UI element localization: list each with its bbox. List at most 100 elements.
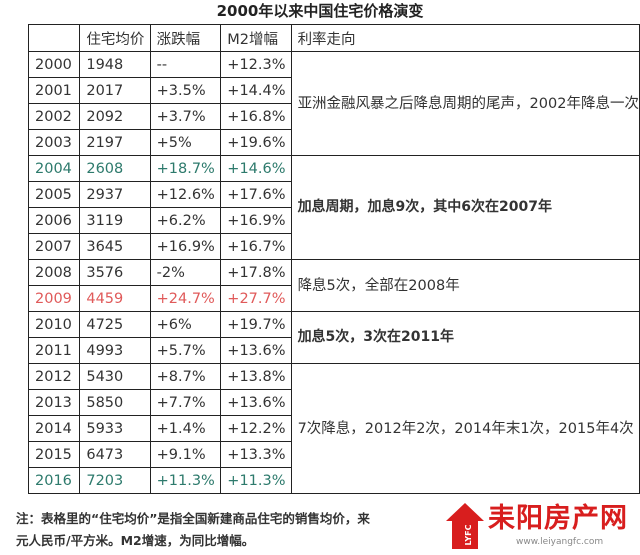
table-title: 2000年以来中国住宅价格演变 — [216, 2, 424, 20]
cell-price: 3645 — [79, 233, 151, 260]
cell-price: 4459 — [79, 285, 151, 312]
cell-rate-note: 亚洲金融风暴之后降息周期的尾声，2002年降息一次 — [290, 51, 640, 156]
house-icon: LYFC — [446, 503, 484, 549]
cell-m2: +17.6% — [220, 181, 292, 208]
cell-change: +24.7% — [149, 285, 222, 312]
cell-change: -2% — [149, 259, 222, 286]
cell-m2: +13.3% — [220, 441, 292, 468]
table-row: 2000 1948 -- +12.3% 亚洲金融风暴之后降息周期的尾声，2002年降息一… — [27, 51, 640, 156]
cell-m2: +19.7% — [220, 311, 292, 338]
table-row: 2011 4993 +5.7% +13.6% — [27, 337, 640, 364]
cell-change: +5% — [149, 129, 222, 156]
header-year — [27, 24, 81, 52]
table-row: 2012 5430 +8.7% +13.8% 7次降息，2012年2次，2014年末1次… — [27, 363, 640, 494]
cell-m2: +13.6% — [220, 337, 292, 364]
cell-change: +3.7% — [149, 103, 222, 130]
cell-year: 2016 — [27, 467, 81, 494]
table-row: 2006 3119 +6.2% +16.9% — [27, 207, 640, 234]
header-price: 住宅均价 — [79, 24, 151, 52]
cell-year: 2010 — [27, 311, 81, 338]
cell-change: +7.7% — [149, 389, 222, 416]
header-change: 涨跌幅 — [149, 24, 222, 52]
table-row: 2005 2937 +12.6% +17.6% — [27, 181, 640, 208]
cell-year: 2000 — [27, 51, 81, 78]
cell-rate-note: 加息5次，3次在2011年 — [290, 311, 640, 364]
cell-change: +6% — [149, 311, 222, 338]
table-row: 2016 7203 +11.3% +11.3% — [27, 467, 640, 494]
cell-price: 2937 — [79, 181, 151, 208]
cell-change: +1.4% — [149, 415, 222, 442]
cell-price: 2092 — [79, 103, 151, 130]
cell-price: 3576 — [79, 259, 151, 286]
table-row: 2007 3645 +16.9% +16.7% — [27, 233, 640, 260]
cell-year: 2009 — [27, 285, 81, 312]
cell-year: 2004 — [27, 155, 81, 182]
cell-rate-note: 降息5次，全部在2008年 — [290, 259, 640, 312]
cell-year: 2014 — [27, 415, 81, 442]
cell-rate-note: 7次降息，2012年2次，2014年末1次，2015年4次 — [290, 363, 640, 494]
cell-year: 2011 — [27, 337, 81, 364]
cell-change: +9.1% — [149, 441, 222, 468]
cell-m2: +16.8% — [220, 103, 292, 130]
cell-change: +16.9% — [149, 233, 222, 260]
table-row: 2002 2092 +3.7% +16.8% — [27, 103, 640, 130]
table-row: 2001 2017 +3.5% +14.4% — [27, 77, 640, 104]
cell-price: 3119 — [79, 207, 151, 234]
cell-year: 2005 — [27, 181, 81, 208]
header-row: 住宅均价 涨跌幅 M2增幅 利率走向 — [27, 24, 640, 52]
cell-m2: +13.6% — [220, 389, 292, 416]
cell-year: 2002 — [27, 103, 81, 130]
table-row: 2004 2608 +18.7% +14.6% 加息周期，加息9次，其中6次在2007年 — [27, 155, 640, 260]
cell-change: +3.5% — [149, 77, 222, 104]
cell-year: 2012 — [27, 363, 81, 390]
cell-change: +18.7% — [149, 155, 222, 182]
cell-price: 2608 — [79, 155, 151, 182]
cell-year: 2007 — [27, 233, 81, 260]
cell-year: 2003 — [27, 129, 81, 156]
table-row: 2010 4725 +6% +19.7% 加息5次，3次在2011年 — [27, 311, 640, 364]
cell-price: 5430 — [79, 363, 151, 390]
cell-m2: +14.6% — [220, 155, 292, 182]
cell-change: +6.2% — [149, 207, 222, 234]
cell-change: +12.6% — [149, 181, 222, 208]
cell-m2: +27.7% — [220, 285, 292, 312]
cell-year: 2008 — [27, 259, 81, 286]
cell-price: 2017 — [79, 77, 151, 104]
footnote: 注：表格里的“住宅均价”是指全国新建商品住宅的销售均价，来 元人民币/平方米。M… — [16, 508, 436, 552]
logo-text: 耒阳房产网 — [488, 503, 628, 534]
cell-price: 4725 — [79, 311, 151, 338]
cell-m2: +16.9% — [220, 207, 292, 234]
footnote-line-1: 注：表格里的“住宅均价”是指全国新建商品住宅的销售均价，来 — [16, 511, 370, 526]
cell-year: 2015 — [27, 441, 81, 468]
logo-url: www.leiyangfc.com — [516, 537, 604, 547]
cell-m2: +12.3% — [220, 51, 292, 78]
table-row: 2009 4459 +24.7% +27.7% — [27, 285, 640, 312]
cell-price: 6473 — [79, 441, 151, 468]
table-row: 2008 3576 -2% +17.8% 降息5次，全部在2008年 — [27, 259, 640, 312]
cell-price: 7203 — [79, 467, 151, 494]
site-logo: LYFC 耒阳房产网 www.leiyangfc.com — [438, 497, 640, 555]
cell-m2: +14.4% — [220, 77, 292, 104]
cell-change: +8.7% — [149, 363, 222, 390]
cell-price: 5933 — [79, 415, 151, 442]
cell-price: 2197 — [79, 129, 151, 156]
cell-year: 2013 — [27, 389, 81, 416]
table-body: 2000 1948 -- +12.3% 亚洲金融风暴之后降息周期的尾声，2002年降息一… — [27, 51, 640, 494]
cell-year: 2006 — [27, 207, 81, 234]
cell-change: +11.3% — [149, 467, 222, 494]
price-table: 住宅均价 涨跌幅 M2增幅 利率走向 2000 1948 -- +12.3% 亚洲金融风… — [27, 24, 640, 494]
cell-price: 5850 — [79, 389, 151, 416]
cell-m2: +11.3% — [220, 467, 292, 494]
cell-price: 1948 — [79, 51, 151, 78]
cell-change: +5.7% — [149, 337, 222, 364]
cell-m2: +16.7% — [220, 233, 292, 260]
cell-year: 2001 — [27, 77, 81, 104]
cell-m2: +17.8% — [220, 259, 292, 286]
table-row: 2003 2197 +5% +19.6% — [27, 129, 640, 156]
logo-side-text: LYFC — [464, 524, 473, 545]
footnote-line-2: 元人民币/平方米。M2增速，为同比增幅。 — [16, 533, 255, 548]
cell-rate-note: 加息周期，加息9次，其中6次在2007年 — [290, 155, 640, 260]
cell-change: -- — [149, 51, 222, 78]
cell-m2: +13.8% — [220, 363, 292, 390]
cell-price: 4993 — [79, 337, 151, 364]
